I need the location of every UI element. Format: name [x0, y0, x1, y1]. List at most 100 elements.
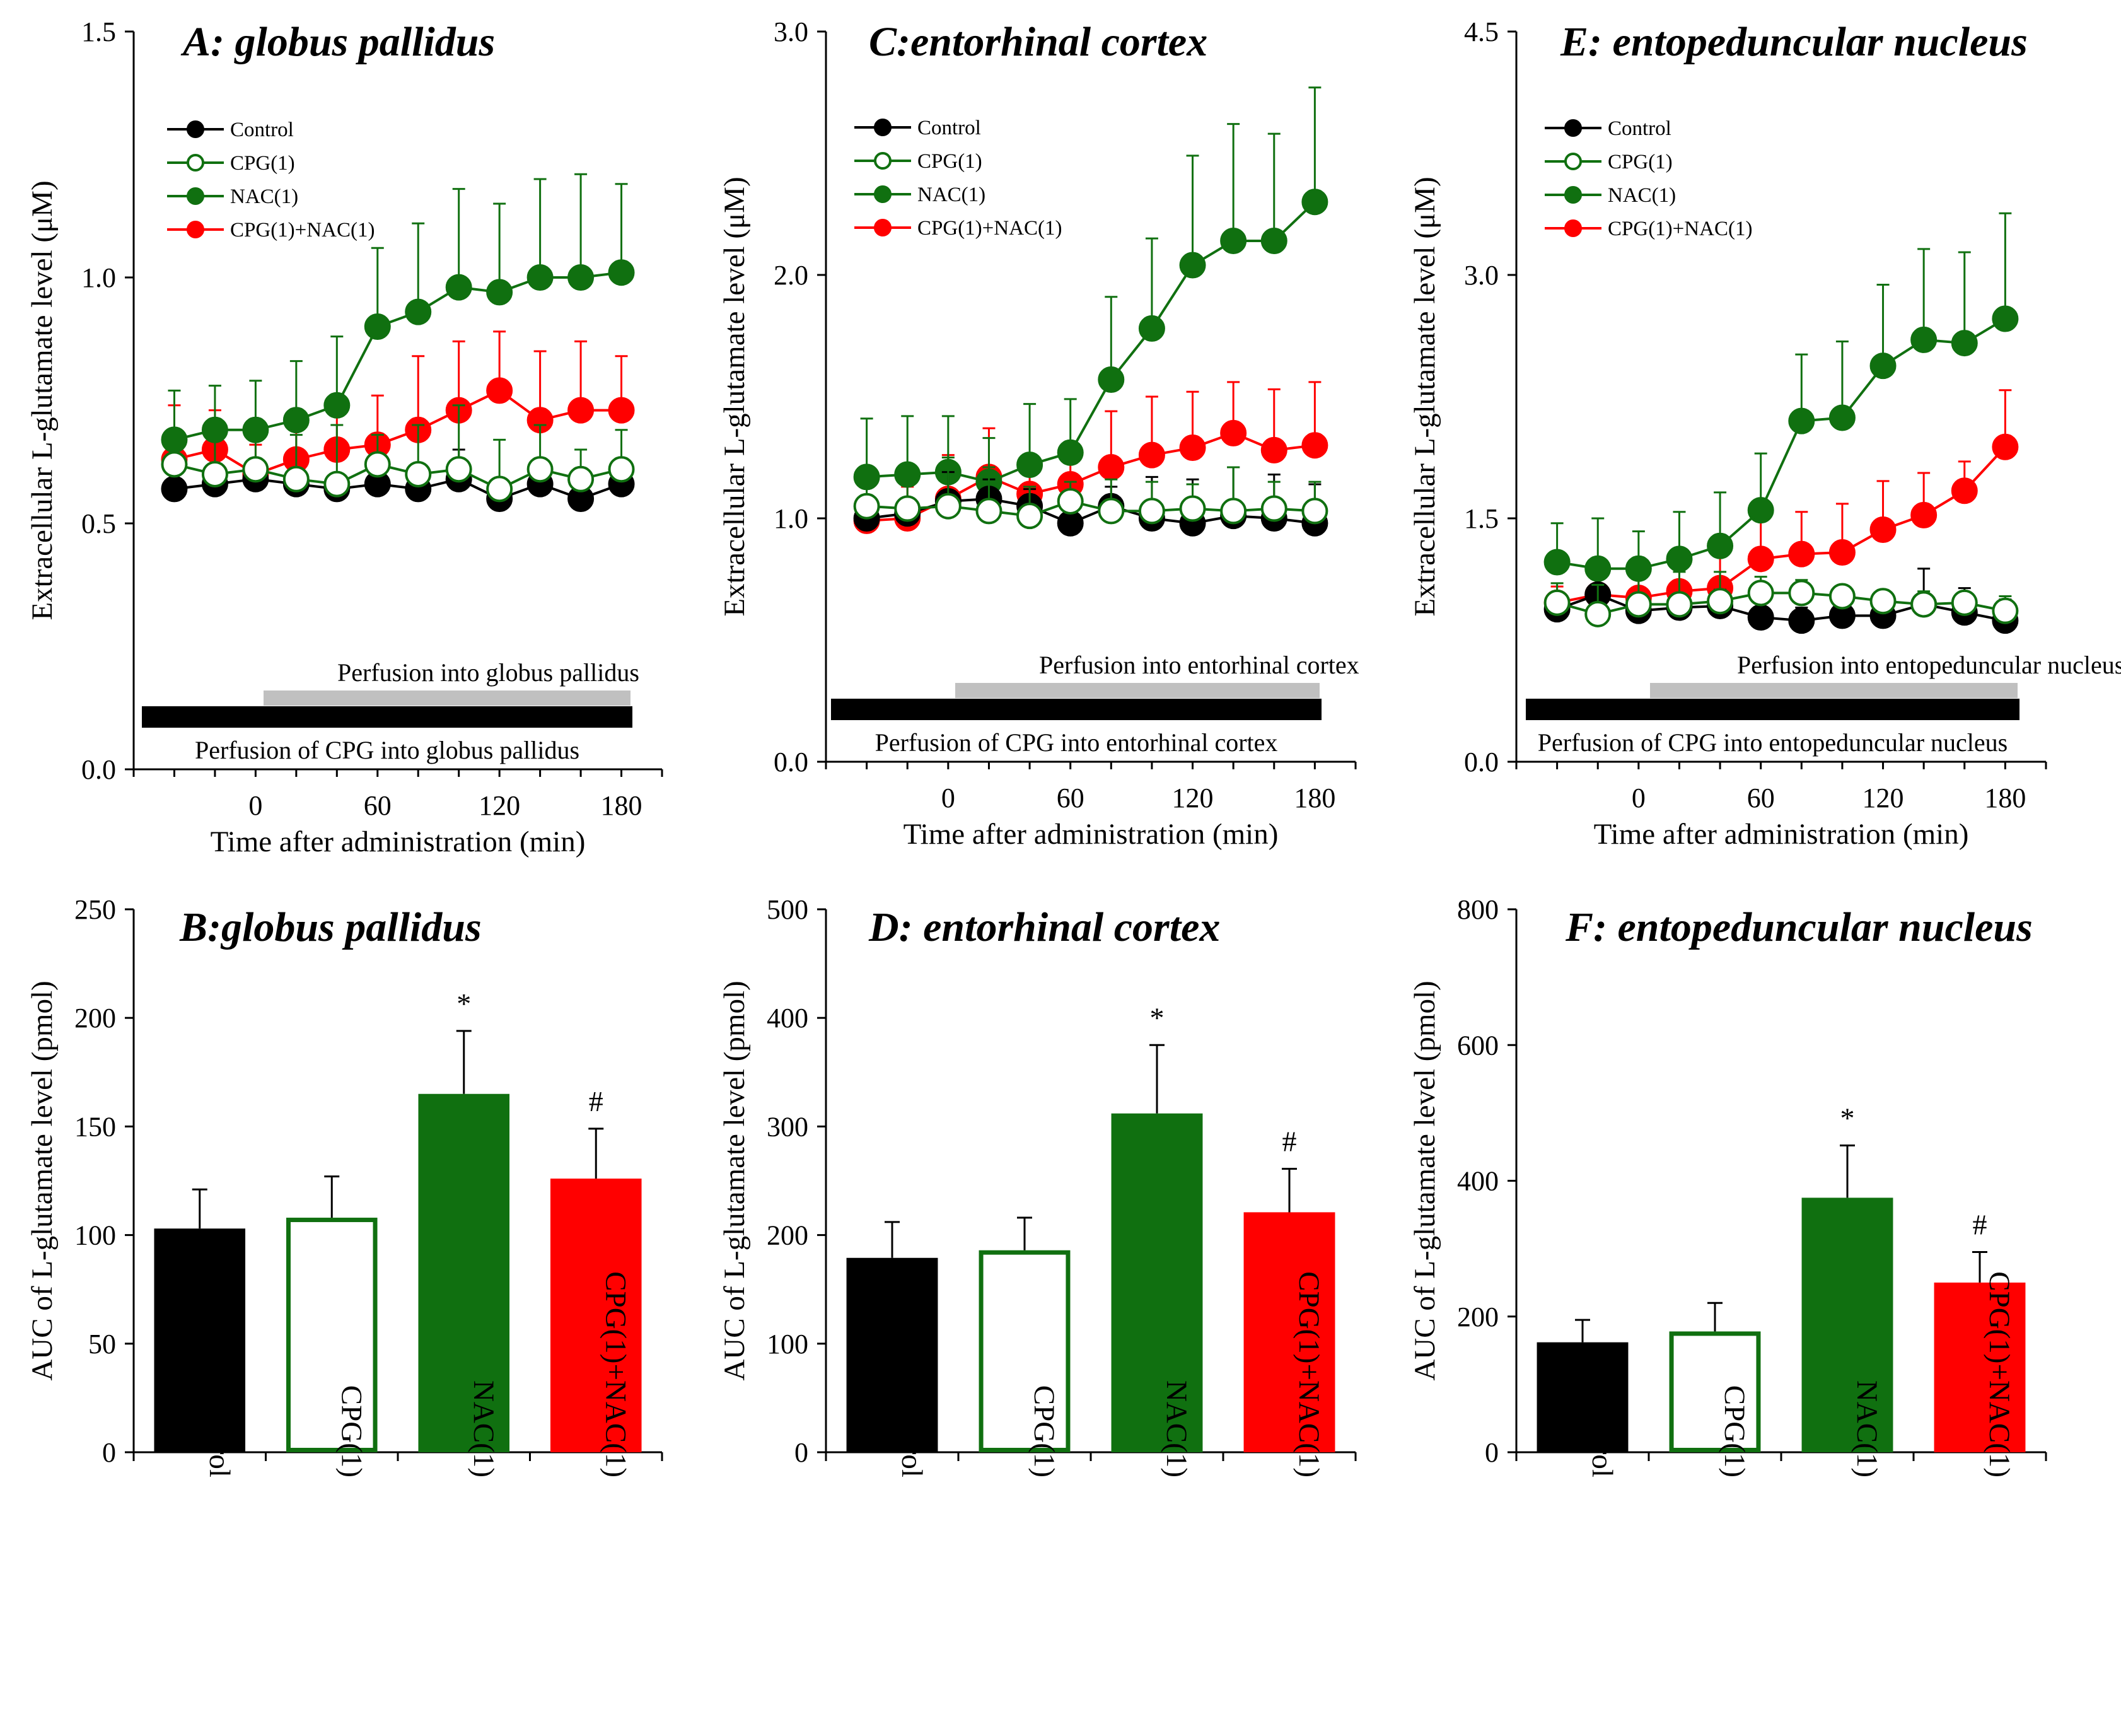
- y-tick-label: 0.5: [81, 508, 116, 539]
- data-point: [567, 465, 595, 492]
- series-nac-1-: [1543, 212, 2019, 582]
- bar: [286, 1218, 378, 1452]
- category-label: CPG(1): [1028, 1385, 1060, 1477]
- data-point: [608, 397, 635, 424]
- series-cpg-1-: [161, 404, 635, 503]
- y-tick-label: 1.5: [1464, 503, 1499, 534]
- y-tick-label: 3.0: [774, 16, 808, 47]
- x-axis-label: Time after administration (min): [211, 825, 586, 858]
- legend-marker: [874, 219, 892, 236]
- y-tick-label: 200: [767, 1220, 808, 1251]
- y-tick-label: 50: [88, 1329, 116, 1360]
- data-point: [1951, 589, 1978, 616]
- perfusion-upper-label: Perfusion into globus pallidus: [337, 658, 639, 687]
- series-line: [173, 389, 622, 476]
- legend: Control CPG(1) NAC(1) CPG(1)+NAC(1): [167, 119, 375, 242]
- legend-marker: [1564, 219, 1582, 237]
- legend-marker: [187, 221, 204, 238]
- data-point: [1788, 540, 1815, 568]
- chart-title: C:entorhinal cortex: [869, 19, 1207, 65]
- x-tick-label: 180: [1984, 783, 2026, 813]
- category-label: CPG(1)+NAC(1): [599, 1271, 632, 1477]
- data-point: [1707, 588, 1734, 615]
- data-point: [1910, 326, 1938, 353]
- data-point: [1747, 545, 1774, 573]
- data-point: [1992, 597, 2019, 624]
- data-point: [1584, 600, 1612, 627]
- category-label: CPG(1)+NAC(1): [1293, 1271, 1325, 1477]
- y-tick-label: 2.0: [774, 260, 808, 291]
- perfusion-bar-lower: [831, 699, 1322, 720]
- y-tick-label: 800: [1457, 894, 1499, 925]
- y-axis-label: AUC of L-glutamate level (pmol): [26, 981, 59, 1380]
- chart-title: A: globus pallidus: [180, 19, 495, 65]
- significance-mark: *: [1150, 1001, 1165, 1034]
- data-point: [201, 461, 228, 487]
- data-point: [161, 451, 188, 478]
- perfusion-lower-label: Perfusion of CPG into entopeduncular nuc…: [1538, 728, 2008, 757]
- bar: [1243, 1212, 1335, 1452]
- x-tick-label: 120: [1862, 783, 1904, 813]
- series-cpg-1-: [1543, 571, 2019, 627]
- legend-label: CPG(1)+NAC(1): [1608, 218, 1752, 240]
- legend-marker: [874, 152, 892, 170]
- series-control: [161, 448, 635, 512]
- y-tick-label: 400: [767, 1003, 808, 1034]
- data-point: [1260, 436, 1287, 463]
- data-point: [364, 451, 391, 478]
- data-point: [1707, 532, 1734, 559]
- x-tick-label: 0: [248, 790, 262, 821]
- significance-mark: #: [589, 1085, 603, 1117]
- data-point: [1301, 498, 1328, 525]
- perfusion-bar-lower: [142, 706, 632, 728]
- panel-a: Perfusion into globus pallidus Perfusion …: [26, 16, 663, 858]
- bar: [550, 1179, 642, 1453]
- perfusion-lower-label: Perfusion of CPG into globus pallidus: [195, 736, 579, 764]
- y-tick-label: 100: [767, 1329, 808, 1360]
- y-tick-label: 600: [1457, 1030, 1499, 1061]
- data-point: [1747, 603, 1774, 631]
- perfusion-bar-upper: [955, 683, 1320, 698]
- data-point: [1788, 407, 1815, 434]
- bar: [1801, 1197, 1893, 1452]
- perfusion-upper-label: Perfusion into entorhinal cortex: [1039, 651, 1359, 679]
- y-axis-label: Extracellular L-glutamate level (μM): [1409, 177, 1441, 616]
- category-label: CPG(1): [335, 1385, 368, 1477]
- legend-label: NAC(1): [230, 185, 298, 208]
- y-tick-label: 4.5: [1464, 16, 1499, 47]
- data-point: [282, 465, 310, 492]
- bar: [1537, 1342, 1629, 1452]
- y-tick-label: 0.0: [1464, 747, 1499, 778]
- data-point: [282, 407, 310, 434]
- bar: [1934, 1282, 2026, 1452]
- data-point: [1098, 453, 1125, 481]
- y-tick-label: 0: [102, 1437, 116, 1468]
- series-control: [1543, 568, 2019, 634]
- data-point: [1179, 495, 1206, 522]
- category-label: CPG(1)+NAC(1): [1983, 1271, 2016, 1477]
- x-tick-label: 120: [1172, 783, 1214, 813]
- data-point: [1828, 583, 1856, 610]
- data-point: [608, 259, 635, 286]
- series-control: [853, 466, 1328, 537]
- perfusion-upper-label: Perfusion into entopeduncular nucleus: [1737, 651, 2121, 679]
- y-tick-label: 0: [1485, 1437, 1499, 1468]
- data-point: [1869, 588, 1897, 615]
- data-point: [1138, 441, 1165, 469]
- chart-title: E: entopeduncular nucleus: [1560, 19, 2028, 65]
- data-point: [526, 264, 554, 291]
- data-point: [934, 492, 962, 520]
- legend-marker: [1564, 153, 1582, 170]
- x-axis-label: Time after administration (min): [904, 818, 1279, 851]
- data-point: [853, 492, 880, 520]
- series-line: [1557, 317, 2006, 570]
- panel-b: 0 50 100 150 200 250 AUC of L-glutamate level …: [26, 894, 663, 1477]
- x-tick-label: 0: [941, 783, 955, 813]
- series-nac-1-: [161, 173, 635, 453]
- data-point: [1828, 539, 1856, 566]
- y-axis-label: Extracellular L-glutamate level (μM): [718, 177, 751, 616]
- data-point: [1260, 227, 1287, 254]
- bar: [846, 1257, 938, 1452]
- significance-mark: #: [1973, 1209, 1987, 1241]
